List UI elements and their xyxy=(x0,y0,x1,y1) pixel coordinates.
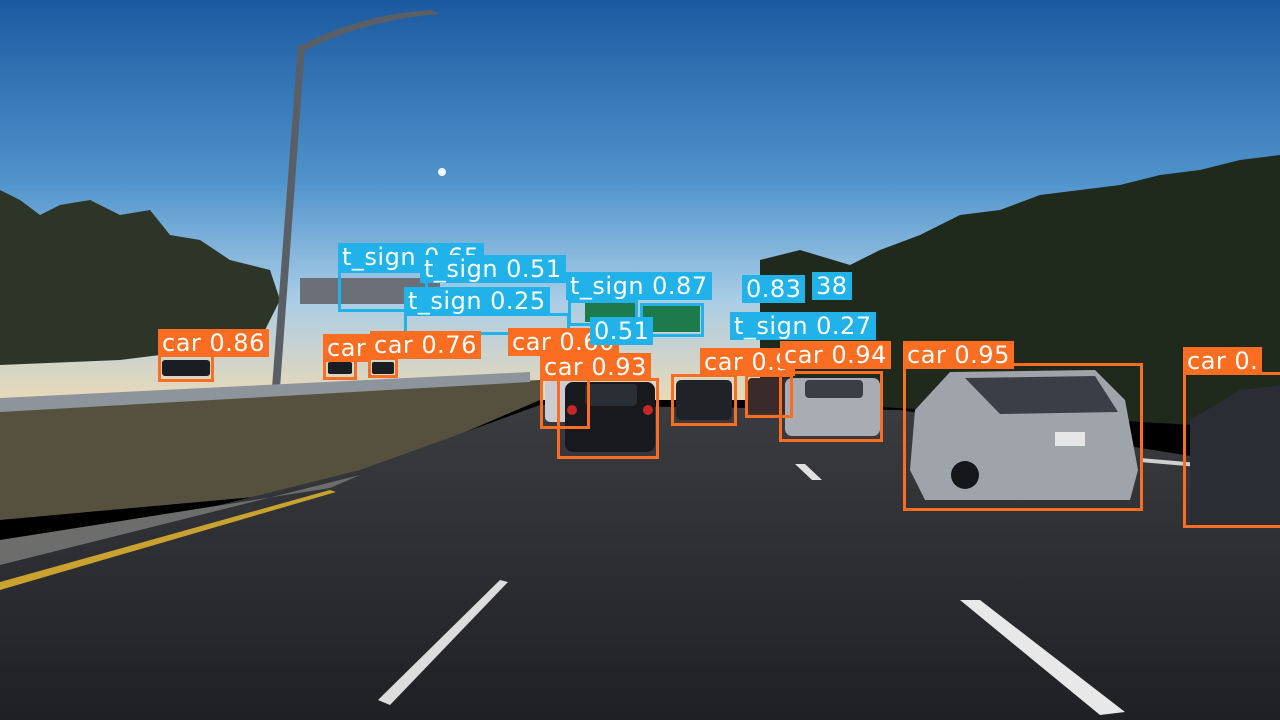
car-taillight-r xyxy=(643,405,653,415)
car-big-suv-window xyxy=(965,376,1118,414)
detection-label-traffic-sign: 0.51 xyxy=(590,317,654,345)
car-big-suv-plate xyxy=(1055,432,1085,446)
detection-label-traffic-sign: t_sign 0.51 xyxy=(420,255,566,283)
detection-label-car: car 0. xyxy=(1183,347,1263,375)
detection-box-car xyxy=(779,371,883,442)
median xyxy=(0,380,540,520)
detection-box-car xyxy=(557,378,659,459)
road-left-shoulder xyxy=(0,475,360,565)
lane-dash-1 xyxy=(378,580,508,705)
detection-label-car: car 0.9 xyxy=(700,348,796,376)
detection-label-traffic-sign: 0.83 xyxy=(742,275,806,303)
detection-label-traffic-sign: t_sign 0.27 xyxy=(730,312,876,340)
car-silver-suv-window xyxy=(805,380,863,398)
car-left-1 xyxy=(162,360,210,376)
car-taillight-l xyxy=(567,405,577,415)
detection-label-car: car 0.95 xyxy=(903,341,1014,369)
detection-label-car: car xyxy=(323,334,371,362)
car-right-edge xyxy=(1190,385,1280,525)
car-left-3 xyxy=(372,362,394,374)
detection-box-car xyxy=(368,357,398,378)
detection-label-car: car 0.93 xyxy=(540,353,651,381)
detection-label-traffic-sign: t_sign 0.87 xyxy=(566,272,712,300)
light-pole xyxy=(272,45,305,388)
light-pole-arm xyxy=(300,10,440,50)
guardrail xyxy=(0,372,530,412)
yellow-line xyxy=(0,490,336,590)
detection-label-traffic-sign: 38 xyxy=(812,272,852,300)
detection-label-car: car 0.76 xyxy=(370,331,481,359)
detection-label-traffic-sign: t_sign 0.25 xyxy=(404,287,550,315)
detection-box-car xyxy=(158,354,214,382)
moon xyxy=(438,168,446,176)
lane-dash-2 xyxy=(960,600,1125,715)
car-left-2 xyxy=(328,362,352,374)
detection-box-car xyxy=(1183,372,1280,528)
highway-sign xyxy=(585,300,635,322)
car-black-sedan-window xyxy=(585,384,637,406)
detection-label-car: car 0.94 xyxy=(780,341,891,369)
detection-box-car xyxy=(671,374,737,426)
car-mid-1 xyxy=(676,380,732,420)
left-trees xyxy=(0,190,280,365)
detection-label-car: car 0.86 xyxy=(158,329,269,357)
detection-box-car xyxy=(903,363,1143,511)
car-big-suv-wheel xyxy=(951,461,979,489)
lane-dash-3 xyxy=(795,464,822,480)
